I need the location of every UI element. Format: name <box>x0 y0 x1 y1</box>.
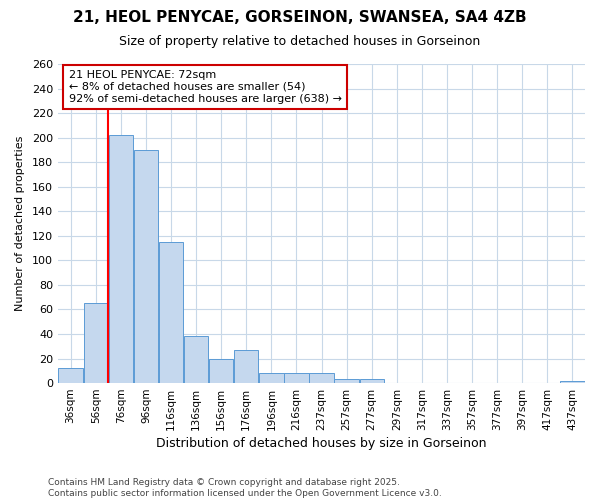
Bar <box>334 380 359 383</box>
Bar <box>134 150 158 383</box>
Bar <box>159 242 183 383</box>
Bar <box>58 368 83 383</box>
Text: Size of property relative to detached houses in Gorseinon: Size of property relative to detached ho… <box>119 35 481 48</box>
Bar <box>234 350 259 383</box>
Bar <box>184 336 208 383</box>
Text: Contains HM Land Registry data © Crown copyright and database right 2025.
Contai: Contains HM Land Registry data © Crown c… <box>48 478 442 498</box>
Bar <box>560 380 584 383</box>
Bar <box>310 374 334 383</box>
Text: 21 HEOL PENYCAE: 72sqm
← 8% of detached houses are smaller (54)
92% of semi-deta: 21 HEOL PENYCAE: 72sqm ← 8% of detached … <box>68 70 341 104</box>
Bar <box>259 374 284 383</box>
Bar <box>83 304 108 383</box>
Y-axis label: Number of detached properties: Number of detached properties <box>15 136 25 311</box>
Bar <box>109 135 133 383</box>
X-axis label: Distribution of detached houses by size in Gorseinon: Distribution of detached houses by size … <box>156 437 487 450</box>
Bar <box>209 358 233 383</box>
Text: 21, HEOL PENYCAE, GORSEINON, SWANSEA, SA4 4ZB: 21, HEOL PENYCAE, GORSEINON, SWANSEA, SA… <box>73 10 527 25</box>
Bar <box>359 380 384 383</box>
Bar <box>284 374 308 383</box>
